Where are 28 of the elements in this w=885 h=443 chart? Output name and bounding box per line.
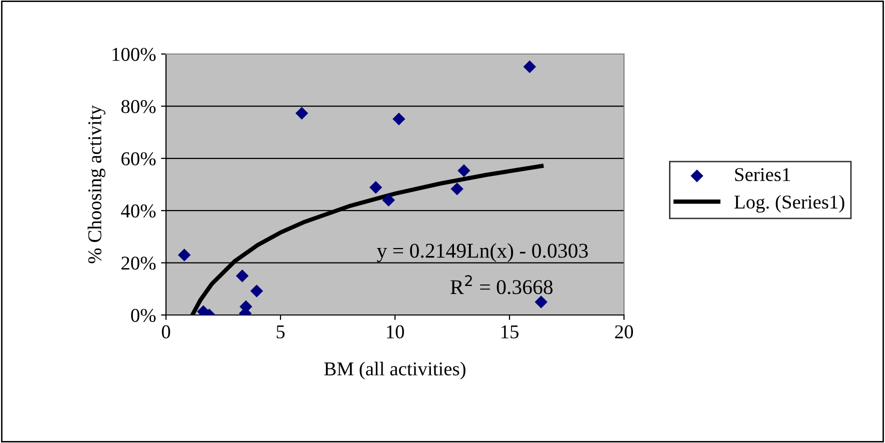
point [534,296,548,308]
point [250,284,264,298]
y-tick-label: 0% [131,308,156,322]
point [523,60,536,74]
x-tick-label: 15 [501,325,518,338]
x-tick-label: 10 [386,325,404,338]
y-tick-label: 80% [121,100,156,114]
x-axis-title: BM (all activities) [324,362,466,380]
legend-label: Series1 [735,168,790,182]
y-tick-label: 20% [121,256,156,270]
point [369,181,382,194]
y-tick-label: 60% [121,152,156,166]
point [178,248,191,262]
annotation: y = 0.2149Ln(x) - 0.0303 [376,243,588,262]
x-tick-label: 20 [615,325,633,338]
y-axis-title: % Choosing activity [88,105,106,264]
point [236,269,249,282]
annotation: R$^{2}$ = 0.3668 [450,275,553,294]
point [392,112,406,126]
point [295,106,308,120]
y-tick-label: 40% [121,204,156,218]
y-tick-label: 100% [112,48,156,61]
point [382,194,395,207]
x-tick-label: 0 [162,325,170,338]
legend-label: Log. (Series1) [734,194,844,213]
point [450,182,464,196]
x-tick-label: 5 [276,325,285,338]
point [458,164,470,178]
